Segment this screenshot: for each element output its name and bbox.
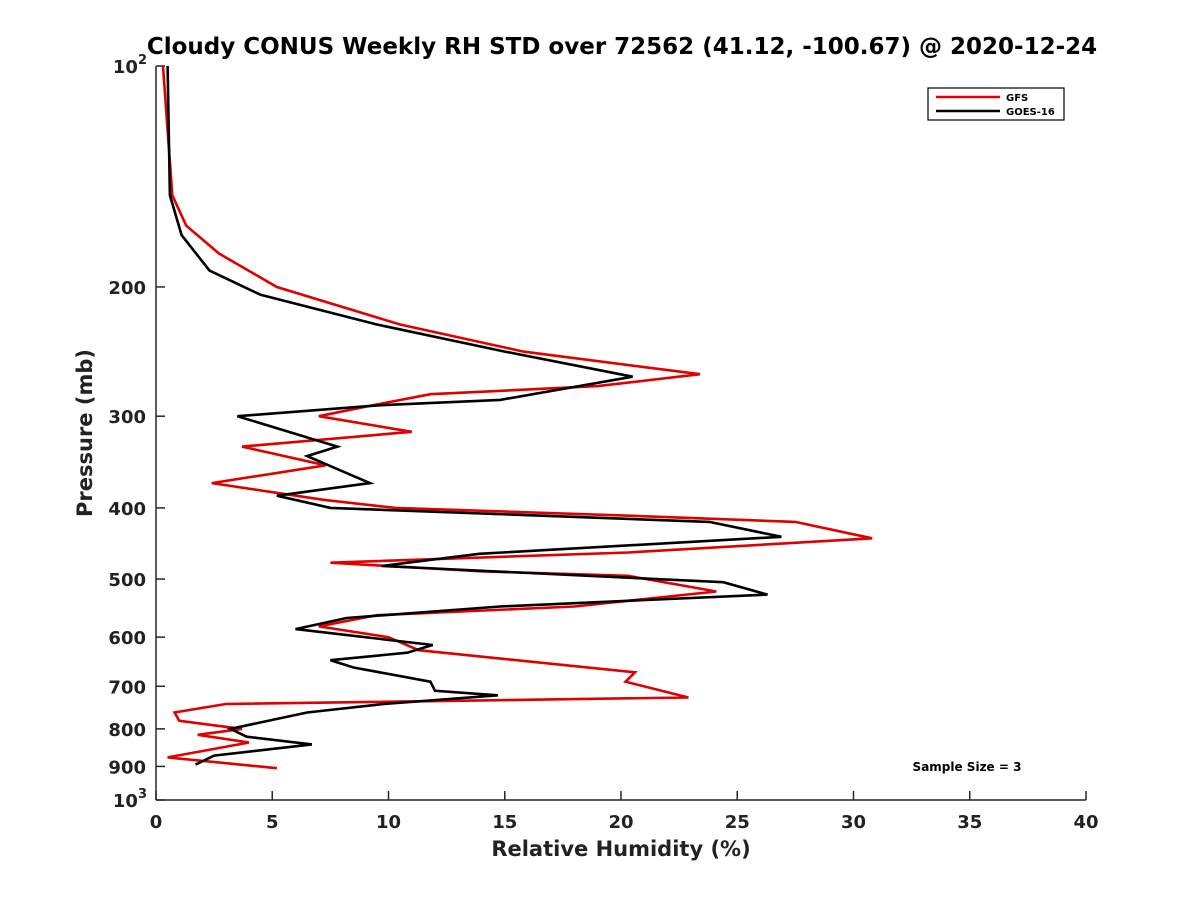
x-tick-label: 0 bbox=[150, 812, 163, 833]
sample-size-annotation: Sample Size = 3 bbox=[913, 760, 1022, 774]
x-tick-label: 40 bbox=[1073, 812, 1098, 833]
legend: GFS GOES-16 bbox=[927, 87, 1065, 121]
y-tick-label: 103 bbox=[113, 787, 147, 812]
y-tick-label: 800 bbox=[108, 720, 146, 741]
plot-area: 0 5 10 15 20 25 30 35 40 10220030040050060070080… bbox=[108, 53, 1098, 833]
legend-label-goes16: GOES-16 bbox=[1006, 107, 1055, 118]
x-tick-label: 25 bbox=[725, 812, 750, 833]
y-tick-label: 600 bbox=[108, 628, 146, 649]
y-tick-label: 500 bbox=[108, 570, 146, 591]
y-tick-label: 102 bbox=[113, 53, 147, 78]
chart-title: Cloudy CONUS Weekly RH STD over 72562 (4… bbox=[147, 34, 1097, 60]
x-axis-label: Relative Humidity (%) bbox=[491, 837, 750, 861]
x-tick-label: 10 bbox=[376, 812, 401, 833]
y-tick-label: 200 bbox=[108, 278, 146, 299]
y-tick-label: 300 bbox=[108, 407, 146, 428]
x-tick-label: 30 bbox=[841, 812, 866, 833]
series-line-goes16 bbox=[166, 65, 782, 766]
y-tick-base: 10 bbox=[113, 791, 138, 812]
y-axis-label: Pressure (mb) bbox=[73, 349, 97, 517]
legend-label-gfs: GFS bbox=[1006, 93, 1028, 104]
y-tick-exponent: 3 bbox=[138, 787, 147, 802]
x-ticks: 0 5 10 15 20 25 30 35 40 bbox=[150, 791, 1099, 833]
series-lines bbox=[161, 65, 873, 770]
y-tick-label: 700 bbox=[108, 677, 146, 698]
series-line-gfs bbox=[161, 65, 873, 770]
x-tick-label: 5 bbox=[266, 812, 279, 833]
legend-box bbox=[927, 87, 1065, 121]
y-tick-label: 400 bbox=[108, 499, 146, 520]
y-tick-base: 10 bbox=[113, 57, 138, 78]
y-tick-label: 900 bbox=[108, 757, 146, 778]
x-tick-label: 15 bbox=[492, 812, 517, 833]
x-tick-label: 35 bbox=[957, 812, 982, 833]
y-tick-exponent: 2 bbox=[138, 53, 147, 68]
x-tick-label: 20 bbox=[608, 812, 633, 833]
